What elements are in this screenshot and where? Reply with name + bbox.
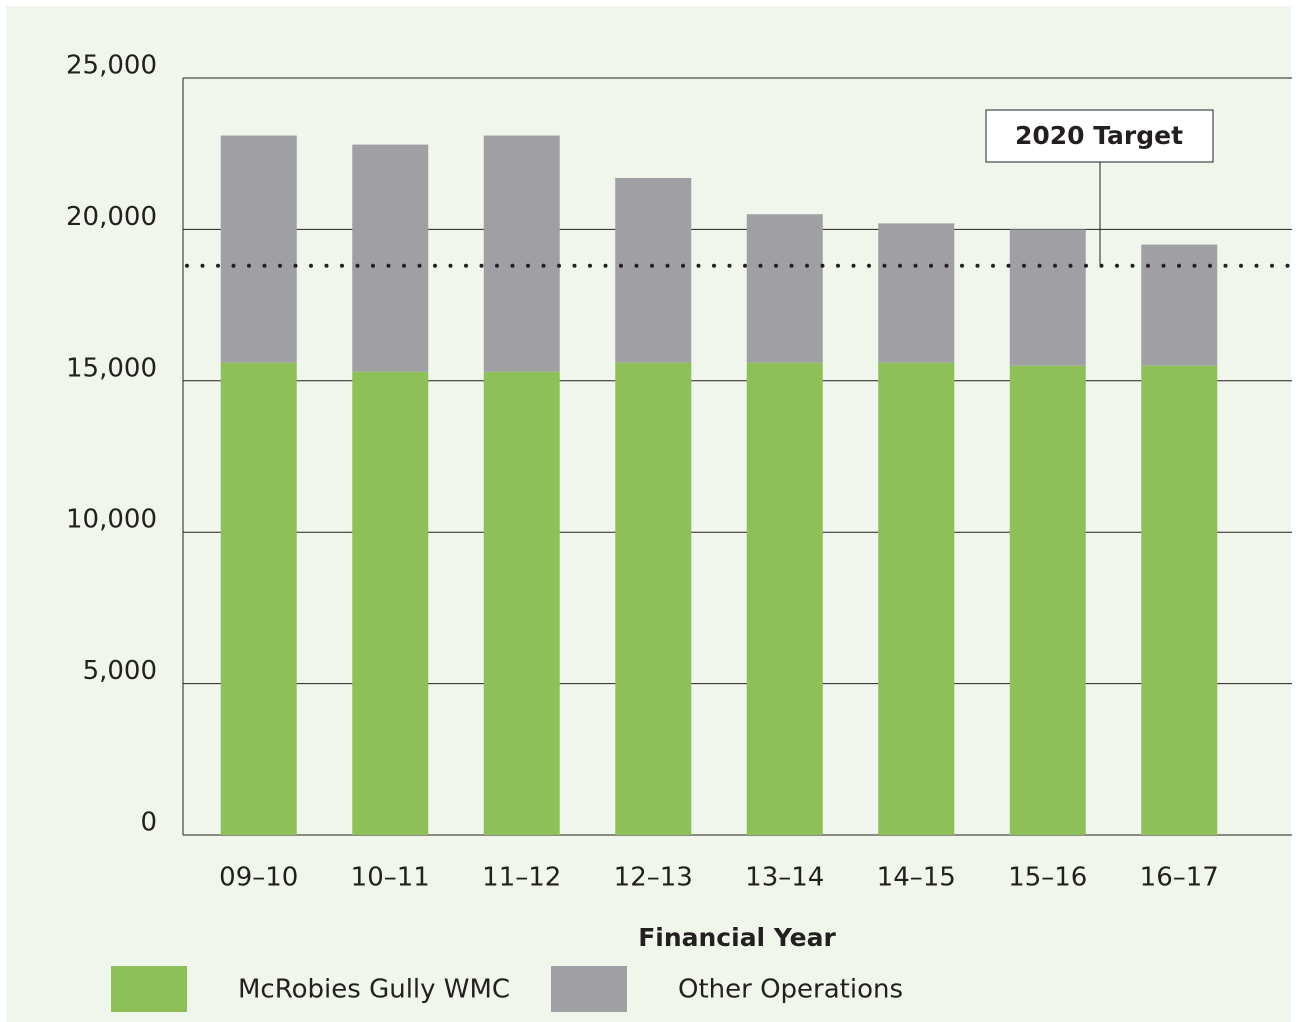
bar-segment [746,362,823,835]
y-tick-label: 0 [140,808,157,838]
bar-segment [483,371,560,835]
legend-label: McRobies Gully WMC [238,975,510,1005]
bar-segment [878,223,955,363]
y-tick-label: 15,000 [66,353,157,383]
bar-segment [1009,229,1086,366]
legend-label: Other Operations [678,975,903,1005]
x-tick-label: 10–11 [351,863,430,893]
legend-swatch [111,966,187,1012]
bar-segment [615,362,692,835]
bar-segment [220,135,297,363]
bar-segment [1141,244,1218,366]
y-tick-label: 20,000 [66,202,157,232]
target-label: 2020 Target [1015,121,1183,150]
x-tick-label: 16–17 [1140,863,1219,893]
callout-box [985,109,1214,163]
x-tick-label: 09–10 [219,863,298,893]
y-tick-label: 5,000 [83,656,157,686]
bar-segment [483,135,560,372]
x-axis-title: Financial Year [638,923,836,952]
bar-segment [1141,365,1218,835]
x-tick-label: 14–15 [877,863,956,893]
bar-segment [220,362,297,835]
y-tick-label: 25,000 [66,51,157,81]
legend-swatch [551,966,627,1012]
x-tick-label: 11–12 [482,863,561,893]
bar-segment [746,214,823,363]
bar-segment [352,371,429,835]
bar-segment [1009,365,1086,835]
x-tick-label: 15–16 [1008,863,1087,893]
x-tick-label: 13–14 [745,863,824,893]
bar-segment [878,362,955,835]
x-tick-label: 12–13 [614,863,693,893]
y-tick-label: 10,000 [66,505,157,535]
bar-segment [352,144,429,372]
bar-segment [615,177,692,363]
